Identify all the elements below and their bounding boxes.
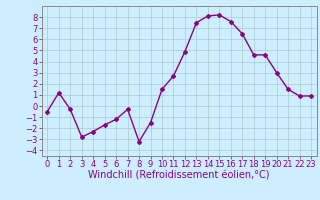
X-axis label: Windchill (Refroidissement éolien,°C): Windchill (Refroidissement éolien,°C) <box>88 171 270 181</box>
